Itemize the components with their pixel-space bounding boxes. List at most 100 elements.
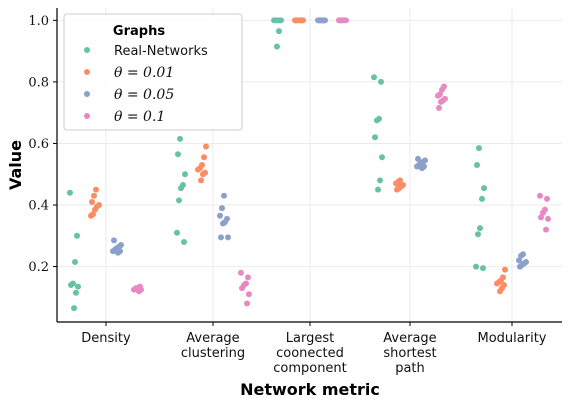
- data-point: [293, 17, 299, 24]
- data-point: [220, 220, 226, 227]
- data-point: [518, 252, 524, 259]
- data-point: [217, 212, 223, 219]
- data-point: [175, 151, 181, 158]
- data-point: [298, 17, 304, 24]
- data-point: [67, 189, 73, 196]
- x-tick-label: Density: [81, 331, 131, 346]
- data-point: [174, 229, 180, 236]
- data-point: [111, 237, 117, 244]
- data-point: [374, 117, 380, 124]
- data-point: [474, 162, 480, 168]
- x-tick-label: Largest: [286, 331, 334, 346]
- legend-box: [63, 13, 243, 131]
- y-tick-label: 1.0: [28, 14, 49, 29]
- data-point: [414, 163, 420, 170]
- data-point: [475, 231, 481, 238]
- data-point: [476, 145, 482, 152]
- data-point: [110, 248, 116, 255]
- data-point: [72, 258, 78, 265]
- data-point: [545, 215, 551, 222]
- legend-marker: [84, 69, 90, 75]
- data-point: [274, 43, 280, 50]
- data-point: [73, 289, 79, 296]
- data-point: [439, 86, 445, 93]
- data-point: [92, 206, 98, 213]
- data-point: [517, 263, 523, 270]
- data-point: [201, 154, 207, 161]
- data-point: [377, 177, 383, 184]
- data-points: [67, 17, 551, 312]
- x-tick-label: clustering: [181, 346, 245, 361]
- data-point: [200, 171, 206, 178]
- legend-label: θ = 0.05: [114, 87, 174, 103]
- axes: [53, 8, 562, 326]
- data-point: [131, 286, 137, 293]
- data-point: [494, 280, 500, 287]
- data-point: [203, 143, 209, 150]
- data-point: [219, 205, 225, 212]
- data-point: [436, 105, 442, 112]
- legend: Graphs Real-Networks θ = 0.01 θ = 0.05 θ = 0…: [63, 13, 243, 131]
- data-point: [379, 154, 385, 161]
- x-tick-label: Average: [383, 331, 436, 346]
- y-tick-label: 0.4: [28, 199, 49, 214]
- data-point: [473, 263, 479, 270]
- data-point: [316, 17, 322, 24]
- data-point: [497, 288, 503, 295]
- data-point: [537, 192, 543, 199]
- data-point: [181, 238, 187, 245]
- x-axis-title: Network metric: [240, 380, 380, 399]
- data-point: [136, 288, 142, 295]
- data-point: [245, 274, 251, 281]
- data-point: [502, 266, 508, 273]
- data-point: [543, 226, 549, 233]
- x-tick-label: path: [395, 361, 425, 376]
- y-axis-title: Value: [6, 140, 25, 190]
- data-point: [393, 180, 399, 187]
- data-point: [276, 28, 282, 35]
- x-tick-label: Average: [186, 331, 239, 346]
- data-point: [538, 214, 544, 221]
- data-point: [115, 249, 121, 256]
- data-point: [176, 197, 182, 204]
- y-tick-label: 0.2: [28, 260, 49, 275]
- data-point: [435, 92, 441, 99]
- y-tick-label: 0.8: [28, 75, 49, 90]
- data-point: [239, 285, 245, 292]
- data-point: [481, 185, 487, 192]
- data-point: [93, 186, 99, 193]
- data-point: [480, 265, 486, 272]
- x-tick-label: Modularity: [478, 331, 547, 346]
- data-point: [68, 282, 74, 289]
- legend-marker: [84, 47, 90, 53]
- legend-marker: [84, 91, 90, 97]
- data-point: [419, 165, 425, 172]
- data-point: [218, 234, 224, 241]
- data-point: [221, 192, 227, 199]
- data-point: [337, 17, 343, 24]
- data-point: [394, 186, 400, 193]
- x-tick-label: shortest: [383, 346, 436, 361]
- legend-label: Real-Networks: [114, 44, 208, 59]
- data-point: [91, 192, 97, 199]
- data-point: [182, 171, 188, 178]
- data-point: [75, 283, 81, 290]
- data-point: [88, 212, 94, 219]
- data-point: [71, 305, 77, 312]
- data-point: [375, 186, 381, 193]
- data-point: [516, 257, 522, 264]
- data-point: [477, 225, 483, 232]
- data-point: [198, 177, 204, 184]
- x-tick-label: component: [273, 361, 347, 376]
- x-tick-label: coonected: [276, 346, 344, 361]
- data-point: [195, 166, 201, 173]
- legend-label: θ = 0.01: [114, 65, 174, 81]
- y-tick-label: 0.6: [28, 137, 49, 152]
- data-point: [225, 234, 231, 241]
- data-point: [438, 98, 444, 105]
- data-point: [244, 300, 250, 307]
- legend-title: Graphs: [113, 24, 165, 39]
- data-point: [238, 269, 244, 276]
